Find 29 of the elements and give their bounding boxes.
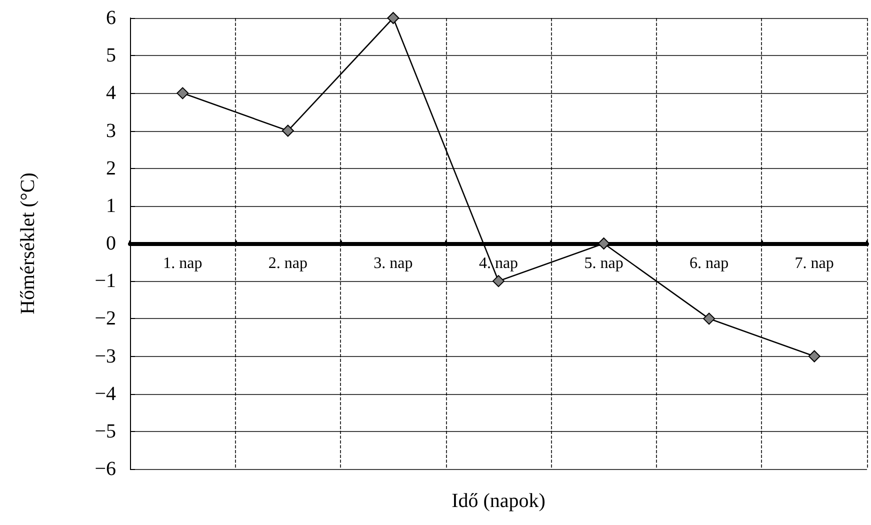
point [176,87,189,100]
x-tick-label: 3. nap [374,255,413,272]
point [282,124,294,137]
x-tick-label: 2. nap [268,255,308,272]
y-tick-label: −1 [94,270,116,292]
y-axis-title: Hőmérséklet (°C) [17,172,39,314]
point [808,350,820,362]
y-tick-label: 4 [106,82,116,104]
x-tick-label: 5. nap [584,255,624,272]
y-tick-label: 0 [106,232,116,254]
y-tick-label: 6 [106,7,116,29]
y-tick-label: −6 [94,458,116,480]
x-tick-label: 7. nap [794,255,834,272]
y-tick-label: −2 [94,308,116,330]
x-tick-label: 6. nap [690,255,729,272]
x-tick-label: 1. nap [163,255,202,272]
y-tick-label: −3 [94,345,116,368]
y-tick-label: 5 [106,44,116,67]
y-tick-label: 3 [106,120,116,142]
x-axis-title: Idő (napok) [452,490,546,512]
y-tick-label: −5 [94,420,116,442]
point [492,275,504,288]
point [387,12,400,24]
y-tick-label: 1 [106,194,116,217]
point [703,312,716,325]
point [598,238,610,250]
y-tick-label: −4 [94,382,116,405]
y-tick-label: 2 [106,157,116,180]
x-tick-label: 4. nap [478,255,518,272]
